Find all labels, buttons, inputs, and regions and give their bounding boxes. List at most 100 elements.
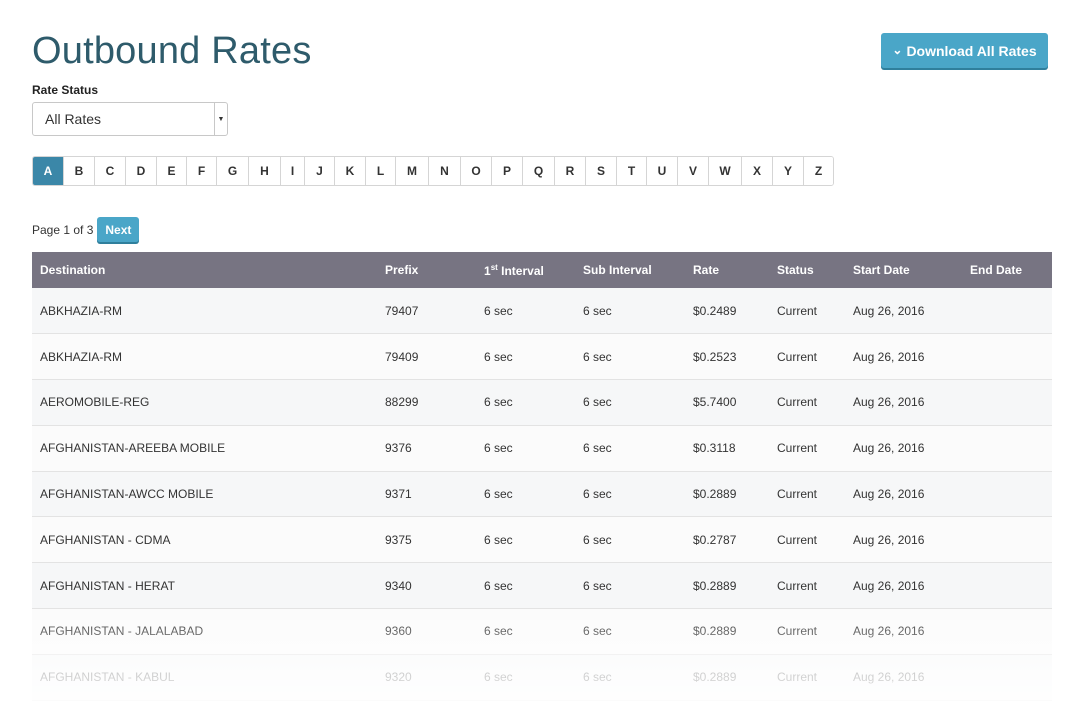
- cell-first-interval: 6 sec: [484, 303, 513, 318]
- cell-destination: AEROMOBILE-REG: [40, 395, 150, 410]
- cell-status: Current: [777, 670, 818, 685]
- letter-h[interactable]: H: [249, 157, 281, 185]
- cell-rate: $0.2889: [693, 624, 737, 639]
- cell-rate: $0.2523: [693, 349, 737, 364]
- cell-prefix: 88299: [385, 395, 419, 410]
- table-row: AFGHANISTAN - KABUL 9320 6 sec 6 sec $0.2889…: [32, 654, 1052, 701]
- cell-destination: AFGHANISTAN - KABUL: [40, 670, 175, 685]
- letter-m[interactable]: M: [396, 157, 429, 185]
- letter-j[interactable]: J: [305, 157, 335, 185]
- cell-rate: $0.2787: [693, 532, 737, 547]
- cell-first-interval: 6 sec: [484, 670, 513, 685]
- cell-end-date: [962, 334, 1052, 380]
- header-sub-interval[interactable]: Sub Interval: [583, 263, 652, 277]
- header-first-interval-num: 1: [484, 263, 491, 278]
- cell-prefix: 9371: [385, 487, 412, 502]
- table-row: AFGHANISTAN-AREEBA MOBILE 9376 6 sec 6 sec $…: [32, 425, 1052, 472]
- cell-rate: $0.2889: [693, 670, 737, 685]
- cell-rate: $5.7400: [693, 395, 737, 410]
- letter-d[interactable]: D: [126, 157, 157, 185]
- header-end-date[interactable]: End Date: [970, 263, 1023, 277]
- rate-status-selected-value: All Rates: [45, 111, 102, 127]
- cell-status: Current: [777, 624, 818, 639]
- letter-i[interactable]: I: [281, 157, 305, 185]
- letter-r[interactable]: R: [555, 157, 586, 185]
- cell-status: Current: [777, 487, 818, 502]
- cell-start-date: Aug 26, 2016: [853, 532, 925, 547]
- letter-w[interactable]: W: [709, 157, 742, 185]
- cell-first-interval: 6 sec: [484, 395, 513, 410]
- letter-p[interactable]: P: [492, 157, 523, 185]
- header-first-interval[interactable]: 1st Interval: [476, 252, 575, 288]
- letter-x[interactable]: X: [742, 157, 773, 185]
- table-row: AEROMOBILE-REG 88299 6 sec 6 sec $5.7400 Curr…: [32, 379, 1052, 426]
- cell-start-date: Aug 26, 2016: [853, 303, 925, 318]
- header-rate[interactable]: Rate: [693, 263, 720, 277]
- letter-o[interactable]: O: [461, 157, 492, 185]
- header-start-date[interactable]: Start Date: [853, 263, 910, 277]
- cell-first-interval: 6 sec: [484, 441, 513, 456]
- header-status[interactable]: Status: [777, 263, 814, 277]
- cell-first-interval: 6 sec: [484, 487, 513, 502]
- cell-destination: ABKHAZIA-RM: [40, 303, 123, 318]
- cell-rate: $0.3118: [693, 441, 736, 456]
- letter-n[interactable]: N: [429, 157, 461, 185]
- letter-u[interactable]: U: [647, 157, 678, 185]
- letter-g[interactable]: G: [217, 157, 249, 185]
- table-row: ABKHAZIA-RM 79407 6 sec 6 sec $0.2489 Current…: [32, 288, 1052, 334]
- rates-table-body: ABKHAZIA-RM 79407 6 sec 6 sec $0.2489 Current…: [32, 288, 1052, 701]
- chevron-down-icon: ⌄: [892, 42, 903, 57]
- cell-destination: AFGHANISTAN-AWCC MOBILE: [40, 487, 214, 502]
- cell-sub-interval: 6 sec: [583, 670, 612, 685]
- cell-start-date: Aug 26, 2016: [853, 395, 925, 410]
- letter-a[interactable]: A: [33, 157, 64, 185]
- letter-s[interactable]: S: [586, 157, 617, 185]
- letter-z[interactable]: Z: [804, 157, 833, 185]
- letter-f[interactable]: F: [187, 157, 217, 185]
- letter-l[interactable]: L: [366, 157, 396, 185]
- cell-destination: AFGHANISTAN-AREEBA MOBILE: [40, 441, 226, 456]
- page-info: Page 1 of 3: [32, 222, 94, 237]
- cell-first-interval: 6 sec: [484, 349, 513, 364]
- cell-end-date: [962, 380, 1052, 426]
- letter-c[interactable]: C: [95, 157, 126, 185]
- cell-end-date: [962, 563, 1052, 609]
- cell-end-date: [962, 288, 1052, 334]
- cell-status: Current: [777, 395, 818, 410]
- header-first-interval-text: Interval: [497, 263, 544, 278]
- rate-status-select[interactable]: All Rates ▼: [32, 102, 228, 136]
- letter-q[interactable]: Q: [523, 157, 555, 185]
- cell-sub-interval: 6 sec: [583, 349, 612, 364]
- cell-sub-interval: 6 sec: [583, 303, 612, 318]
- rate-status-label: Rate Status: [32, 83, 99, 97]
- download-all-rates-button[interactable]: ⌄ Download All Rates: [881, 33, 1048, 68]
- cell-sub-interval: 6 sec: [583, 487, 612, 502]
- rates-table: Destination Prefix 1st Interval Sub Inte…: [32, 252, 1052, 701]
- cell-start-date: Aug 26, 2016: [853, 487, 925, 502]
- cell-end-date: [962, 471, 1052, 517]
- header-destination[interactable]: Destination: [40, 263, 106, 277]
- cell-prefix: 79407: [385, 303, 419, 318]
- letter-k[interactable]: K: [335, 157, 366, 185]
- cell-rate: $0.2889: [693, 487, 737, 502]
- letter-t[interactable]: T: [617, 157, 647, 185]
- cell-start-date: Aug 26, 2016: [853, 349, 925, 364]
- header-prefix[interactable]: Prefix: [385, 263, 419, 277]
- cell-sub-interval: 6 sec: [583, 532, 612, 547]
- caret-down-icon: ▼: [214, 103, 227, 135]
- cell-sub-interval: 6 sec: [583, 578, 612, 593]
- letter-y[interactable]: Y: [773, 157, 804, 185]
- pagination: Page 1 of 3 Next: [32, 217, 140, 242]
- cell-start-date: Aug 26, 2016: [853, 670, 925, 685]
- letter-b[interactable]: B: [64, 157, 95, 185]
- cell-first-interval: 6 sec: [484, 578, 513, 593]
- cell-status: Current: [777, 349, 818, 364]
- table-row: ABKHAZIA-RM 79409 6 sec 6 sec $0.2523 Current…: [32, 333, 1052, 380]
- letter-v[interactable]: V: [678, 157, 709, 185]
- cell-sub-interval: 6 sec: [583, 395, 612, 410]
- letter-e[interactable]: E: [157, 157, 187, 185]
- cell-start-date: Aug 26, 2016: [853, 441, 925, 456]
- table-row: AFGHANISTAN - HERAT 9340 6 sec 6 sec $0.2889…: [32, 562, 1052, 609]
- next-page-button[interactable]: Next: [97, 217, 140, 242]
